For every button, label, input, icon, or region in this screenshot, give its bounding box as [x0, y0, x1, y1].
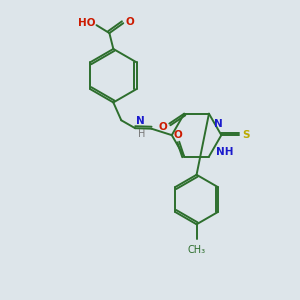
Text: S: S: [242, 130, 250, 140]
Text: N: N: [214, 118, 223, 129]
Text: H: H: [138, 129, 145, 139]
Text: O: O: [174, 130, 183, 140]
Text: NH: NH: [216, 147, 233, 157]
Text: O: O: [125, 17, 134, 27]
Text: CH₃: CH₃: [188, 245, 206, 255]
Text: HO: HO: [78, 18, 95, 28]
Text: O: O: [158, 122, 167, 132]
Text: N: N: [136, 116, 145, 126]
